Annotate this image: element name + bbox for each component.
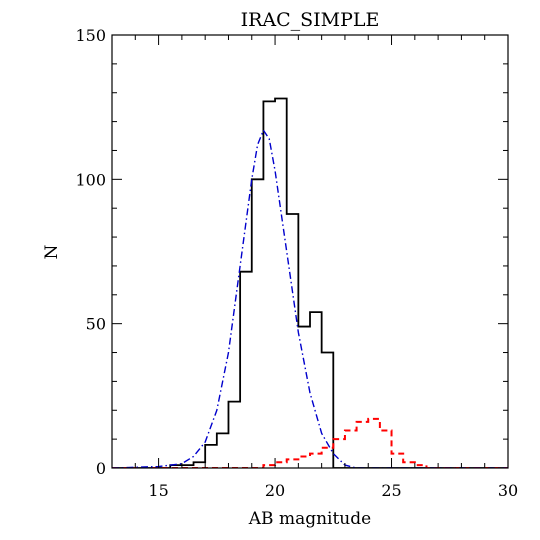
histogram-series-1: [112, 417, 508, 468]
x-tick-label: 20: [265, 481, 285, 500]
histogram-series-0: [112, 97, 508, 468]
y-tick-label: 50: [86, 315, 106, 334]
plot-frame: [111, 34, 509, 469]
x-tick-label: 15: [148, 481, 168, 500]
y-tick-label: 0: [96, 459, 106, 478]
x-tick-label: 25: [381, 481, 401, 500]
y-tick-label: 100: [75, 170, 106, 189]
chart-title: IRAC_SIMPLE: [241, 9, 380, 31]
y-axis-label: N: [42, 244, 62, 259]
x-axis-label: AB magnitude: [248, 509, 371, 529]
model-curve-series-2: [112, 128, 508, 468]
x-tick-label: 30: [498, 481, 518, 500]
y-tick-label: 150: [75, 26, 106, 45]
